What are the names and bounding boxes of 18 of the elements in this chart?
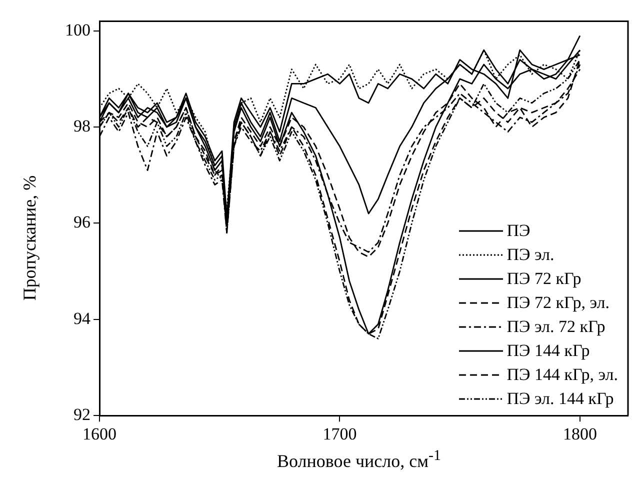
y-axis-title: Пропускание, % — [20, 175, 40, 301]
legend-label: ПЭ 72 кГр — [506, 268, 582, 290]
legend-label: ПЭ эл. 72 кГр — [506, 316, 606, 338]
y-tick-label: 96 — [74, 212, 90, 232]
legend-label: ПЭ — [506, 220, 530, 242]
x-tick-label: 1600 — [82, 424, 116, 444]
legend-label: ПЭ эл. 144 кГр — [506, 388, 614, 410]
y-tick-label: 100 — [65, 20, 90, 40]
y-tick-label: 98 — [74, 116, 90, 136]
x-tick-label: 1700 — [322, 424, 357, 444]
legend-label: ПЭ 144 кГр — [506, 340, 590, 362]
legend-label: ПЭ 72 кГр, эл. — [506, 292, 610, 314]
legend-label: ПЭ 144 кГр, эл. — [506, 364, 618, 386]
y-tick-label: 94 — [74, 308, 91, 328]
y-tick-label: 92 — [74, 405, 90, 424]
x-axis-title: Волновое число, см$^{-1}$ — [276, 448, 442, 472]
legend-label: ПЭ эл. — [506, 244, 554, 266]
x-tick-label: 1800 — [562, 424, 597, 444]
